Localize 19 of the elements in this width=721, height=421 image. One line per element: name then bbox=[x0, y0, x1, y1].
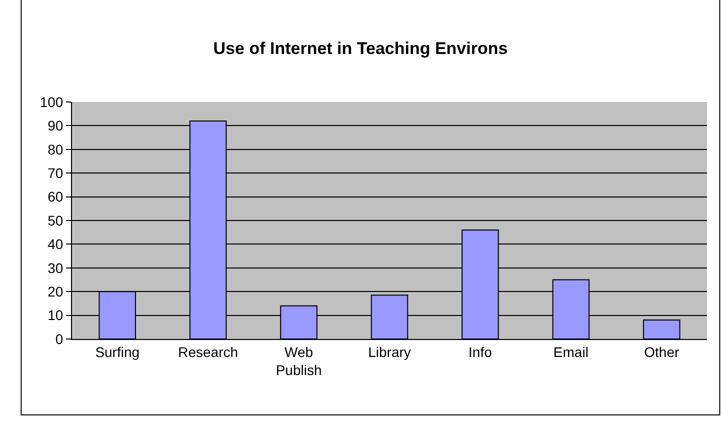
y-tick-label: 0 bbox=[55, 330, 64, 347]
y-tick-label: 100 bbox=[40, 94, 64, 110]
x-tick-label: Other bbox=[644, 344, 680, 360]
x-tick-label: Info bbox=[468, 344, 492, 360]
x-tick-label: Research bbox=[178, 344, 238, 360]
y-tick-label: 50 bbox=[48, 212, 64, 228]
y-tick-label: 60 bbox=[48, 188, 64, 205]
y-tick-label: 40 bbox=[48, 236, 64, 252]
y-tick-label: 70 bbox=[48, 165, 64, 181]
y-tick-label: 80 bbox=[48, 141, 64, 158]
chart-title: Use of Internet in Teaching Environs bbox=[213, 39, 508, 58]
x-tick-label: Web Publish bbox=[276, 344, 322, 378]
y-tick-label: 20 bbox=[48, 284, 64, 300]
y-tick-label: 90 bbox=[48, 118, 64, 134]
x-tick-label: Email bbox=[553, 344, 588, 360]
y-tick-label: 30 bbox=[48, 260, 64, 276]
y-tick-label: 10 bbox=[48, 307, 64, 324]
x-tick-label: Surfing bbox=[95, 344, 140, 360]
x-tick-label: Library bbox=[368, 344, 411, 360]
